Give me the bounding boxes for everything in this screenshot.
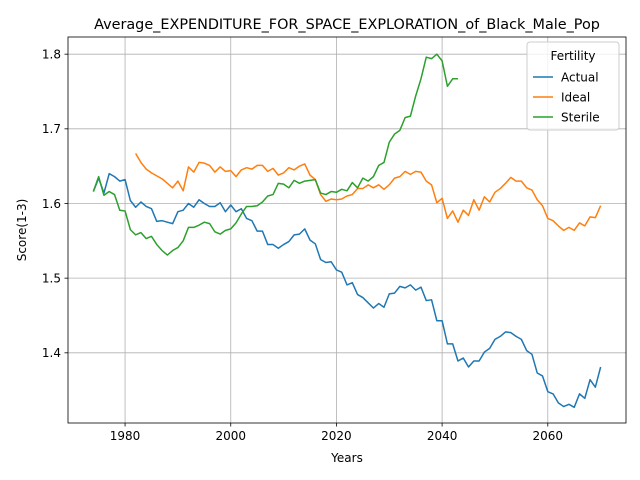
legend: Fertility Actual Ideal Sterile [526, 41, 620, 131]
y-axis-label: Score(1-3) [15, 199, 29, 262]
series-line-actual [92, 172, 602, 409]
x-axis-ticks: 1980 2000 2020 2040 2060 [110, 423, 563, 443]
x-axis-label: Years [330, 451, 363, 465]
series-lines [92, 53, 602, 409]
y-axis-ticks: 1.4 1.5 1.6 1.7 1.8 [42, 47, 68, 360]
legend-box [526, 41, 620, 131]
y-tick-label: 1.6 [42, 197, 61, 211]
x-tick-label: 2020 [321, 429, 352, 443]
x-tick-label: 2000 [215, 429, 246, 443]
series-line-ideal [134, 153, 602, 232]
legend-label-ideal: Ideal [561, 90, 590, 104]
x-tick-label: 2040 [427, 429, 458, 443]
legend-title: Fertility [550, 49, 595, 63]
x-tick-label: 2060 [533, 429, 564, 443]
legend-label-sterile: Sterile [561, 110, 600, 124]
plot-frame [67, 36, 627, 424]
x-tick-label: 1980 [110, 429, 141, 443]
series-line-sterile [92, 53, 458, 256]
chart-title: Average_EXPENDITURE_FOR_SPACE_EXPLORATIO… [94, 17, 600, 33]
y-tick-label: 1.7 [42, 122, 61, 136]
y-tick-label: 1.4 [42, 346, 61, 360]
y-tick-label: 1.8 [42, 47, 61, 61]
legend-label-actual: Actual [561, 70, 599, 84]
y-tick-label: 1.5 [42, 271, 61, 285]
